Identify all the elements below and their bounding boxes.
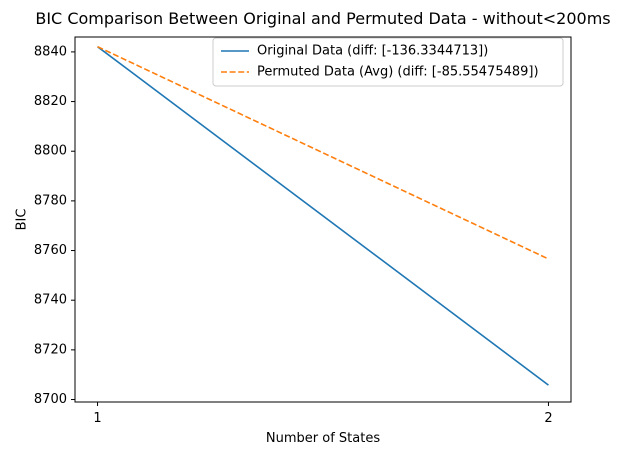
- plot-area: [97, 45, 549, 386]
- y-tick-label-4: 8760: [34, 243, 67, 258]
- y-tick-label-1: 8700: [34, 392, 67, 407]
- y-axis-title: BIC: [15, 209, 30, 231]
- y-tick-label-8: 8840: [34, 44, 67, 59]
- x-tick-label-1: 1: [93, 411, 101, 426]
- y-tick-label-2: 8720: [34, 342, 67, 357]
- y-tick-label-6: 8800: [34, 144, 67, 159]
- plot-frame: [74, 36, 572, 403]
- series-line-1: [97, 46, 549, 386]
- y-tick-label-3: 8740: [34, 293, 67, 308]
- legend-label-1: Original Data (diff: [-136.3344713]): [257, 44, 488, 59]
- legend: Original Data (diff: [-136.3344713]) Perm…: [212, 37, 564, 87]
- legend-label-2: Permuted Data (Avg) (diff: [-85.55475489…: [257, 65, 539, 80]
- series-line-2: [97, 45, 549, 260]
- legend-box: [212, 37, 564, 87]
- y-tick-label-5: 8780: [34, 193, 67, 208]
- chart-title: BIC Comparison Between Original and Perm…: [35, 9, 610, 28]
- x-axis-title: Number of States: [266, 431, 380, 446]
- x-tick-label-2: 2: [544, 411, 552, 426]
- axes: 8700 8720 8740 8760 8780 8800 8820 8840 1 2: [34, 36, 572, 426]
- y-tick-label-7: 8820: [34, 94, 67, 109]
